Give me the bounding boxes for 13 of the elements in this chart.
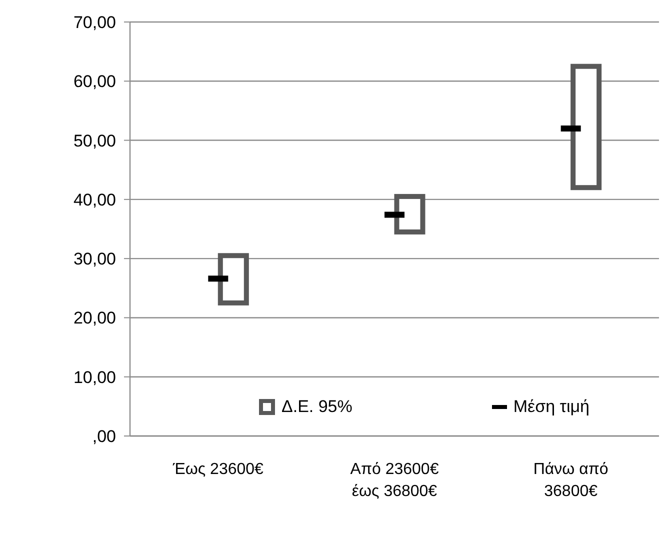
- y-tick-label: 50,00: [73, 131, 116, 150]
- y-tick-label: 40,00: [73, 190, 116, 210]
- x-tick-label: Από 23600€ έως 36800€: [350, 461, 439, 500]
- legend-label: Δ.Ε. 95%: [280, 397, 352, 417]
- y-tick-label: 20,00: [73, 308, 116, 328]
- legend-label: Μέση τιμή: [512, 397, 590, 417]
- y-tick-label: 30,00: [73, 250, 116, 269]
- y-tick-label: 60,00: [73, 72, 116, 92]
- x-tick-label: Πάνω από 36800€: [533, 461, 608, 500]
- y-tick-label: 70,00: [73, 13, 116, 32]
- y-tick-label: 10,00: [73, 368, 116, 387]
- y-tick-label: ,00: [92, 427, 116, 446]
- x-tick-label: Έως 23600€: [172, 461, 264, 478]
